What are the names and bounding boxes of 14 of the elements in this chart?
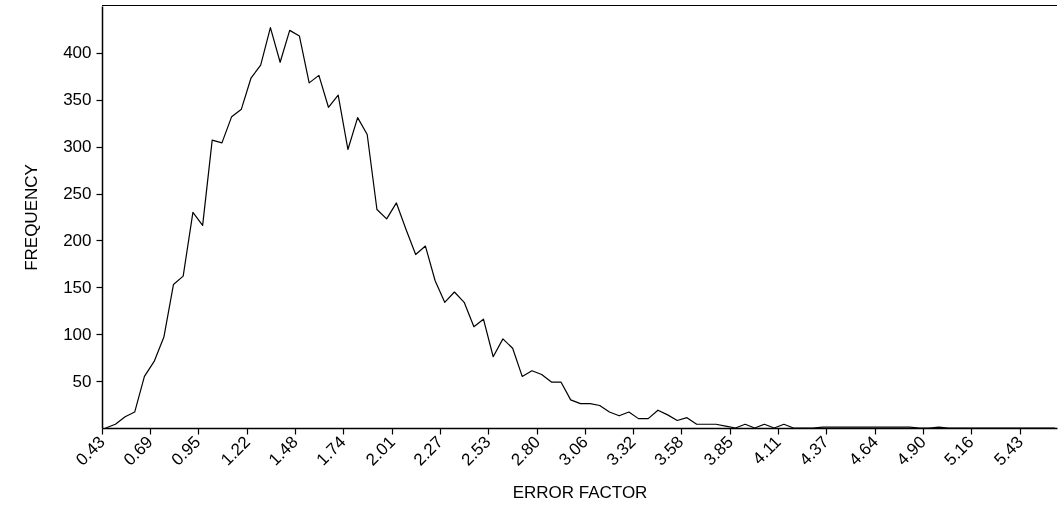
x-tick-label: 4.90: [892, 432, 930, 470]
x-tick-label: 4.64: [845, 432, 883, 470]
x-tick-label: 4.11: [748, 432, 785, 469]
x-axis-title: ERROR FACTOR: [512, 482, 648, 502]
y-tick-label: 50: [72, 371, 92, 391]
y-tick-label: 250: [63, 184, 92, 204]
y-tick-label: 350: [63, 90, 92, 110]
y-tick-label: 150: [63, 277, 92, 297]
x-tick-label: 0.69: [119, 432, 157, 470]
y-tick-label: 300: [63, 137, 92, 157]
y-tick-label: 200: [63, 230, 92, 250]
y-axis-title: FREQUENCY: [22, 164, 42, 271]
y-tick-label: 100: [63, 324, 92, 344]
y-tick-label: 400: [63, 43, 92, 63]
